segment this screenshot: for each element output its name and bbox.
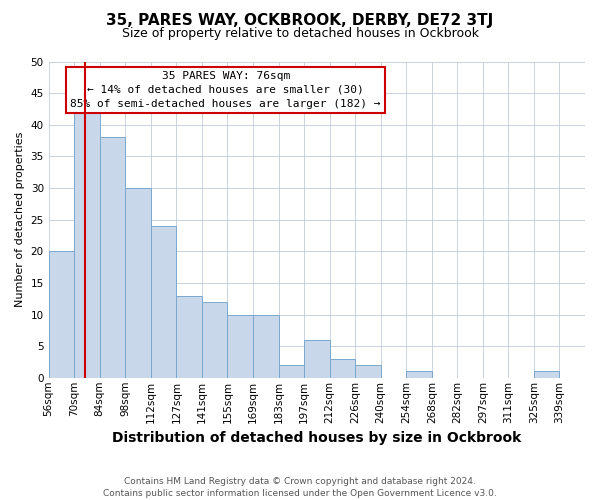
X-axis label: Distribution of detached houses by size in Ockbrook: Distribution of detached houses by size … bbox=[112, 431, 521, 445]
Bar bbox=[227, 314, 253, 378]
Bar bbox=[253, 314, 278, 378]
Text: 35 PARES WAY: 76sqm
← 14% of detached houses are smaller (30)
85% of semi-detach: 35 PARES WAY: 76sqm ← 14% of detached ho… bbox=[70, 71, 381, 109]
Text: 35, PARES WAY, OCKBROOK, DERBY, DE72 3TJ: 35, PARES WAY, OCKBROOK, DERBY, DE72 3TJ bbox=[106, 12, 494, 28]
Bar bbox=[151, 226, 176, 378]
Y-axis label: Number of detached properties: Number of detached properties bbox=[15, 132, 25, 308]
Bar bbox=[49, 252, 74, 378]
Bar bbox=[202, 302, 227, 378]
Bar bbox=[125, 188, 151, 378]
Bar bbox=[304, 340, 329, 378]
Bar bbox=[74, 112, 100, 378]
Bar bbox=[534, 372, 559, 378]
Bar bbox=[100, 138, 125, 378]
Text: Size of property relative to detached houses in Ockbrook: Size of property relative to detached ho… bbox=[121, 28, 479, 40]
Bar bbox=[176, 296, 202, 378]
Text: Contains HM Land Registry data © Crown copyright and database right 2024.
Contai: Contains HM Land Registry data © Crown c… bbox=[103, 476, 497, 498]
Bar bbox=[329, 359, 355, 378]
Bar bbox=[355, 365, 380, 378]
Bar bbox=[278, 365, 304, 378]
Bar bbox=[406, 372, 432, 378]
